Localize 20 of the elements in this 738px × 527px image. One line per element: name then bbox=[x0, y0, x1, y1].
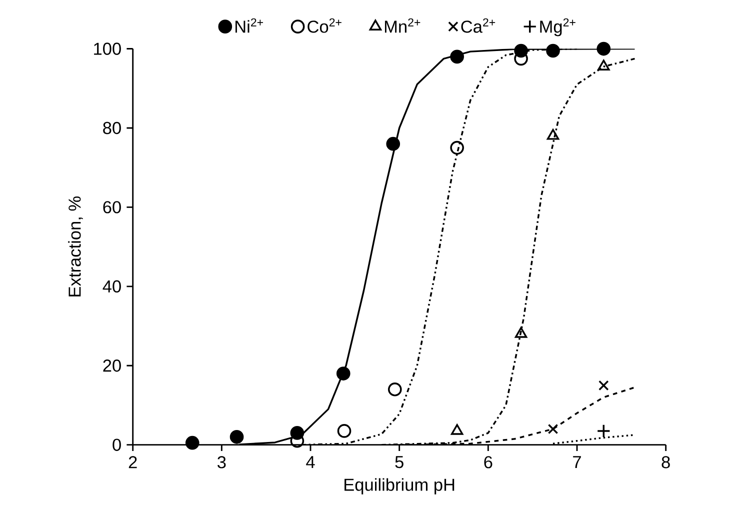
x-tick-label: 2 bbox=[128, 456, 137, 468]
x-tick-label: 7 bbox=[573, 456, 581, 468]
y-tick-label: 40 bbox=[102, 280, 121, 293]
x-tick-label: 3 bbox=[218, 456, 226, 468]
legend-label: Mg$^{2+}$ bbox=[540, 18, 576, 36]
y-axis-title: Extraction, % bbox=[68, 196, 83, 296]
x-tick-label: 6 bbox=[484, 456, 492, 468]
x-tick-label: 5 bbox=[395, 456, 404, 468]
y-tick-label: 100 bbox=[94, 42, 121, 55]
legend-label: Ni$^{2+}$ bbox=[236, 18, 263, 33]
legend-label: Ca$^{2+}$ bbox=[461, 18, 496, 33]
x-tick-label: 4 bbox=[306, 456, 315, 468]
legend-label: Co$^{2+}$ bbox=[308, 18, 342, 33]
legend-label: Mn$^{2+}$ bbox=[384, 18, 420, 33]
y-tick-label: 0 bbox=[112, 438, 121, 452]
x-axis-title: Equilibrium pH bbox=[344, 478, 454, 494]
y-tick-label: 80 bbox=[103, 122, 121, 134]
y-tick-label: 20 bbox=[103, 360, 121, 372]
x-tick-label: 8 bbox=[662, 456, 670, 468]
y-tick-label: 60 bbox=[103, 201, 121, 214]
